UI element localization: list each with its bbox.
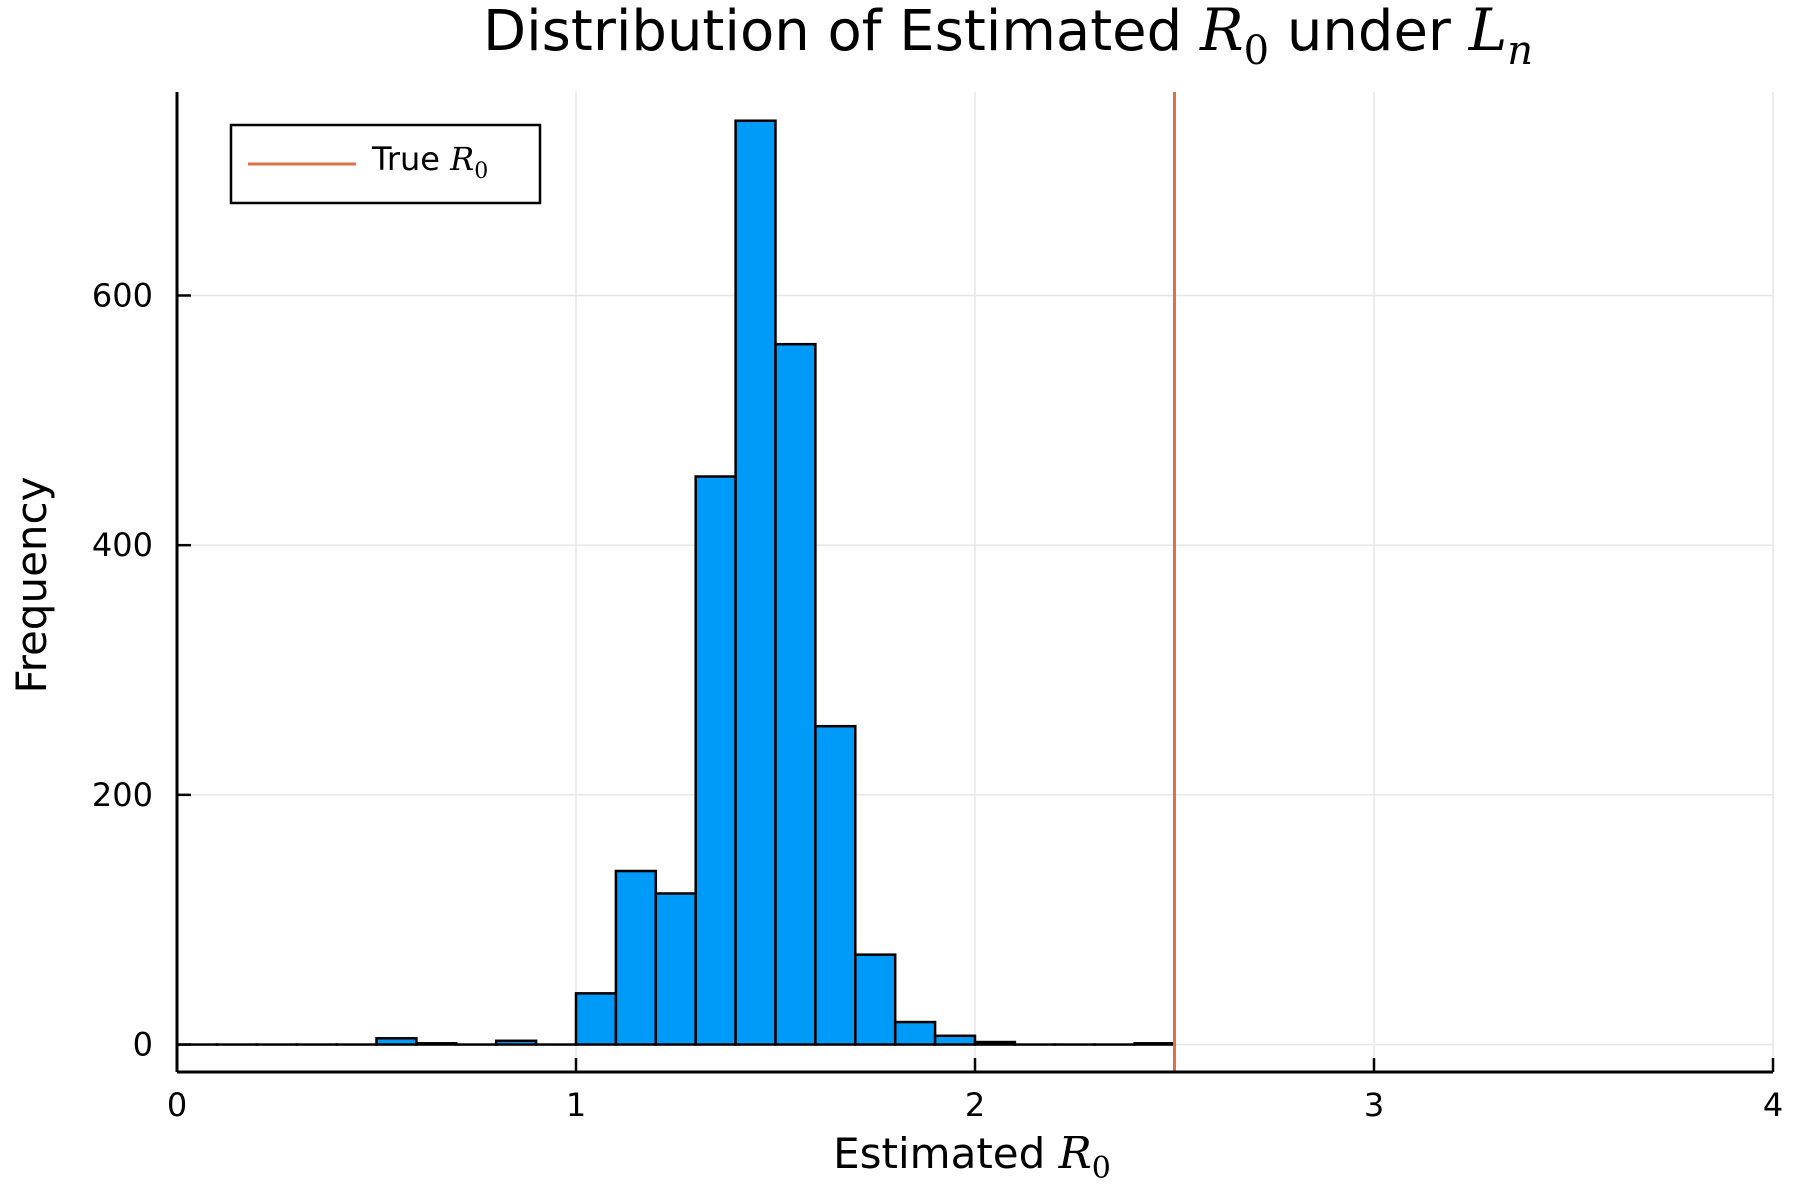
x-tick-label: 0 <box>167 1086 187 1124</box>
histogram-bar <box>774 342 817 1046</box>
histogram-bar <box>854 953 897 1046</box>
histogram-bar <box>494 1039 538 1046</box>
histogram-bar <box>933 1034 977 1046</box>
tick-labels: 0 1 2 3 4 0 200 400 600 <box>92 276 1783 1124</box>
x-tick-label: 1 <box>566 1086 586 1124</box>
x-tick-label: 3 <box>1364 1086 1384 1124</box>
histogram-bar <box>893 1020 937 1046</box>
x-tick-label: 4 <box>1763 1086 1783 1124</box>
histogram-bar <box>614 869 658 1046</box>
legend-label-true-r0: True R0 <box>371 140 488 184</box>
histogram-bar <box>1133 1042 1176 1046</box>
histogram-bar <box>734 119 777 1046</box>
histogram-bar <box>694 475 737 1046</box>
chart-title: Distribution of Estimated R0 under Ln <box>483 0 1533 74</box>
y-tick-label: 0 <box>133 1026 153 1064</box>
y-axis-label: Frequency <box>7 477 56 694</box>
y-tick-label: 400 <box>92 526 153 564</box>
histogram-bar <box>814 724 857 1046</box>
histogram-bar <box>375 1037 418 1046</box>
axes <box>175 92 1775 1074</box>
legend: True R0 <box>229 123 542 205</box>
y-tick-label: 200 <box>92 776 153 814</box>
histogram-bars <box>175 119 1176 1046</box>
x-tick-label: 2 <box>965 1086 985 1124</box>
y-tick-label: 600 <box>92 276 153 314</box>
grid-lines <box>176 92 1774 1072</box>
x-axis-label: Estimated R0 <box>833 1128 1111 1186</box>
histogram-bar <box>654 892 697 1046</box>
histogram-bar <box>973 1040 1017 1046</box>
histogram-bar <box>415 1042 458 1046</box>
histogram-bar <box>574 992 618 1046</box>
